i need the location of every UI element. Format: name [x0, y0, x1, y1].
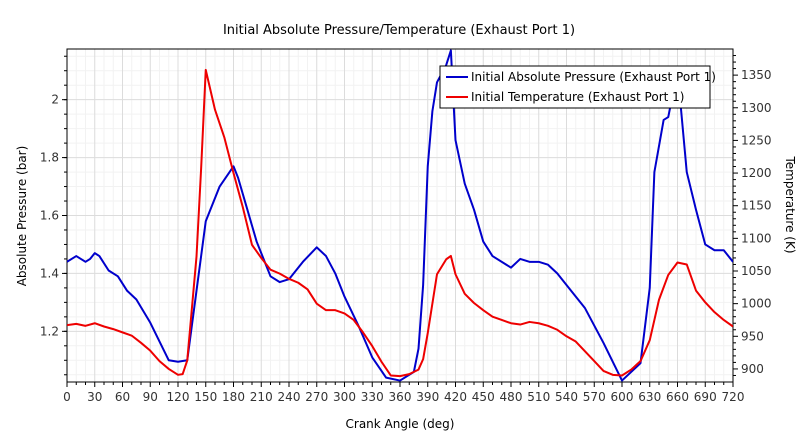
y-axis-left: 1.2 1.4 1.6 1.8 2 [40, 55, 67, 376]
x-tick-label: 510 [527, 390, 550, 404]
x-tick-label: 420 [444, 390, 467, 404]
x-tick-label: 0 [63, 390, 71, 404]
series-lines [67, 49, 733, 382]
y-right-tick-label: 1050 [741, 264, 772, 278]
x-tick-label: 60 [115, 390, 130, 404]
legend-label-temperature: Initial Temperature (Exhaust Port 1) [471, 90, 684, 104]
legend: Initial Absolute Pressure (Exhaust Port … [439, 65, 716, 109]
x-tick-label: 540 [555, 390, 578, 404]
temperature-series-line [67, 68, 733, 378]
legend-label-pressure: Initial Absolute Pressure (Exhaust Port … [471, 70, 716, 84]
y-right-tick-label: 1000 [741, 297, 772, 311]
y-axis-left-title: Absolute Pressure (bar) [15, 146, 29, 287]
y-left-tick-label: 1.2 [40, 324, 59, 338]
x-tick-label: 480 [500, 390, 523, 404]
x-tick-label: 390 [416, 390, 439, 404]
x-axis: 0 30 60 90 120 150 180 210 240 270 300 330 360 390 420… [63, 382, 744, 404]
x-tick-label: 450 [472, 390, 495, 404]
x-tick-label: 330 [361, 390, 384, 404]
x-tick-label: 720 [722, 390, 745, 404]
x-tick-label: 600 [611, 390, 634, 404]
x-tick-label: 570 [583, 390, 606, 404]
y-left-tick-label: 2 [51, 93, 59, 107]
y-left-tick-label: 1.6 [40, 209, 59, 223]
x-tick-label: 210 [250, 390, 273, 404]
y-right-tick-label: 950 [741, 329, 764, 343]
y-right-tick-label: 1150 [741, 199, 772, 213]
y-axis-right-title: Temperature (K) [783, 155, 797, 253]
y-right-tick-label: 1100 [741, 231, 772, 245]
y-left-tick-label: 1.8 [40, 151, 59, 165]
x-tick-label: 120 [167, 390, 190, 404]
y-right-tick-label: 1350 [741, 68, 772, 82]
y-right-tick-label: 1200 [741, 166, 772, 180]
x-axis-title: Crank Angle (deg) [346, 417, 455, 431]
x-tick-label: 270 [305, 390, 328, 404]
x-tick-label: 690 [694, 390, 717, 404]
y-axis-right: 900 950 1000 1050 1100 1150 1200 1250 1300 1350 [733, 55, 772, 376]
y-left-tick-label: 1.4 [40, 266, 59, 280]
chart-title: Initial Absolute Pressure/Temperature (E… [223, 23, 575, 38]
x-tick-label: 90 [143, 390, 158, 404]
y-right-tick-label: 900 [741, 362, 764, 376]
x-tick-label: 30 [87, 390, 102, 404]
x-tick-label: 240 [278, 390, 301, 404]
x-tick-label: 300 [333, 390, 356, 404]
x-tick-label: 630 [638, 390, 661, 404]
x-tick-label: 150 [194, 390, 217, 404]
legend-box [439, 65, 711, 109]
y-right-tick-label: 1250 [741, 133, 772, 147]
x-tick-label: 180 [222, 390, 245, 404]
x-tick-label: 660 [666, 390, 689, 404]
y-right-tick-label: 1300 [741, 101, 772, 115]
pressure-series-line [67, 49, 733, 382]
x-tick-label: 360 [389, 390, 412, 404]
